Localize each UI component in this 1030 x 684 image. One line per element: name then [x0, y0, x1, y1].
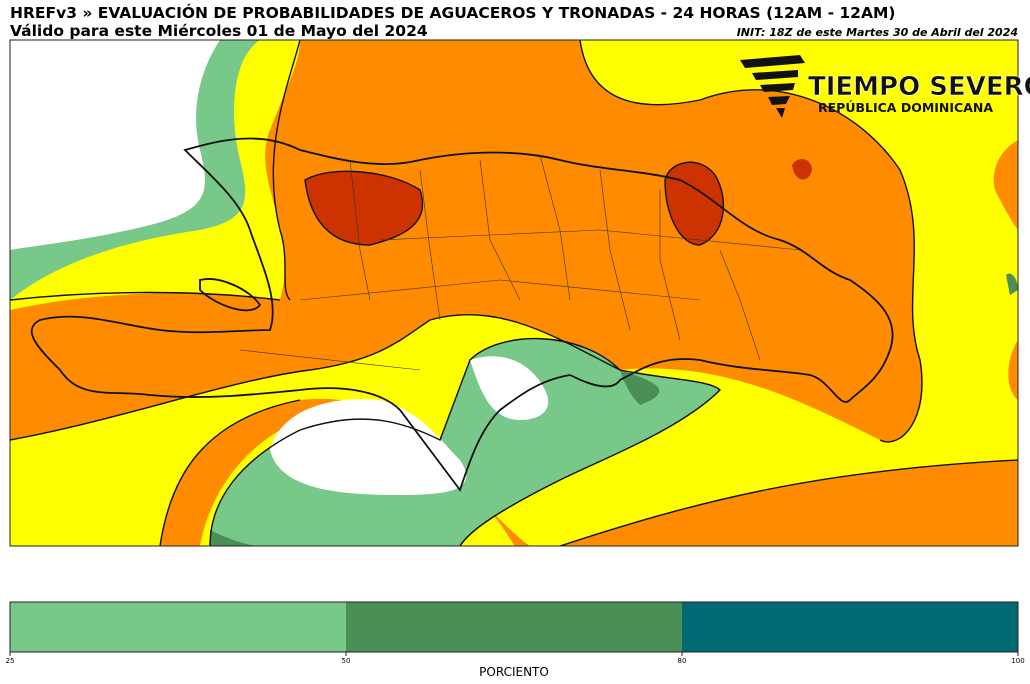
valid-date: Válido para este Miércoles 01 de Mayo de…	[10, 22, 428, 40]
map	[10, 40, 1018, 546]
colorbar-segment	[10, 602, 346, 652]
colorbar: 25 50 80 100	[6, 601, 1025, 665]
colorbar-label: PORCIENTO	[479, 665, 549, 679]
colorbar-segment	[682, 602, 1018, 652]
colorbar-tick-label: 25	[6, 657, 15, 665]
colorbar-segment	[346, 602, 682, 652]
init-time: INIT: 18Z de este Martes 30 de Abril del…	[737, 26, 1018, 39]
map-frame	[9, 39, 1019, 547]
colorbar-tick-label: 50	[342, 657, 351, 665]
logo-country: REPÚBLICA DOMINICANA	[818, 100, 993, 115]
logo: TIEMPO SEVERO REPÚBLICA DOMINICANA	[740, 55, 1030, 118]
colorbar-tick-label: 100	[1011, 657, 1024, 665]
colorbar-frame	[9, 601, 1019, 653]
colorbar-tick-label: 80	[678, 657, 687, 665]
title: HREFv3 » EVALUACIÓN DE PROBABILIDADES DE…	[10, 3, 895, 22]
logo-name: TIEMPO SEVERO	[808, 72, 1030, 102]
